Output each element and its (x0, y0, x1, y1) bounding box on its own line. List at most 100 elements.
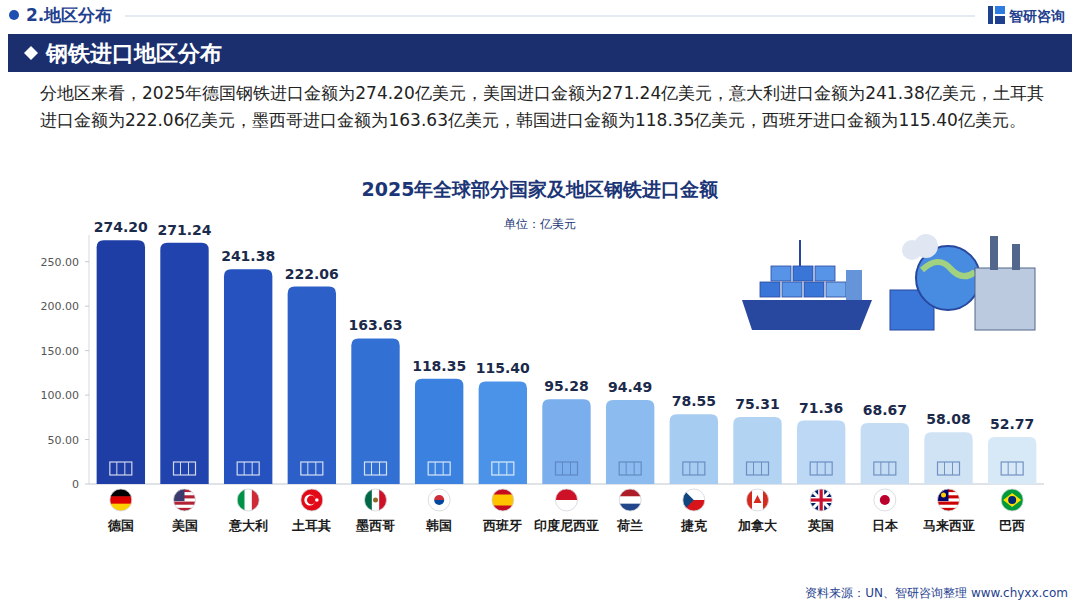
bar-icon (683, 462, 705, 475)
bar-icon-line (379, 462, 380, 475)
bar-icon-line (761, 462, 762, 475)
bar (415, 379, 463, 484)
flag-ring (556, 489, 578, 511)
bar-icon (747, 462, 769, 475)
flag (365, 489, 388, 511)
bar-icon-box (174, 462, 196, 475)
bar-icon-box (619, 462, 641, 475)
flag-part (110, 489, 132, 497)
bar-icon-line (817, 462, 818, 475)
flag-part (492, 500, 514, 506)
flag-ring (747, 489, 769, 511)
flag-part (307, 496, 316, 505)
flag-part (763, 489, 769, 511)
flag (810, 489, 832, 511)
banner-title: 钢铁进口地区分布 (45, 41, 222, 66)
y-tick-label: 150.00 (41, 345, 80, 358)
bars (97, 240, 1037, 484)
flag-ring (810, 489, 832, 511)
bar-icon-line (1016, 462, 1017, 475)
flag-ring (174, 489, 196, 511)
y-tick-label: 100.00 (41, 389, 80, 402)
container (815, 266, 835, 281)
data-label: 271.24 (157, 222, 211, 238)
bar-icon (301, 462, 323, 475)
logo-part (995, 6, 1005, 14)
flag-part (810, 489, 832, 511)
bar-icon-box (556, 462, 578, 475)
bar-icon-line (634, 462, 635, 475)
container (826, 282, 846, 297)
flag-part (365, 489, 373, 511)
bar-icon-box (874, 462, 896, 475)
data-label: 222.06 (285, 266, 339, 282)
bar (606, 400, 654, 484)
flag-part (301, 489, 323, 511)
bar-icon (174, 462, 196, 475)
logo-text: 智研咨询 (1008, 8, 1065, 24)
data-label: 52.77 (990, 416, 1034, 432)
data-label: 78.55 (672, 393, 716, 409)
bar-icon-line (825, 462, 826, 475)
bar-icon-box (237, 462, 259, 475)
flag (683, 489, 705, 512)
bar-icon-line (124, 462, 125, 475)
bar (924, 432, 972, 484)
y-tick (85, 306, 89, 307)
ship-cabin (846, 270, 862, 300)
bar-icon-line (498, 462, 499, 475)
bar (351, 338, 399, 484)
flag-part (373, 498, 378, 503)
x-tick-label: 西班牙 (482, 518, 522, 533)
y-tick (85, 350, 89, 351)
flag (1001, 489, 1023, 511)
y-tick-label: 50.00 (48, 434, 80, 447)
flag-part (174, 502, 196, 506)
bar-icon (237, 462, 259, 475)
x-tick-label: 韩国 (425, 518, 452, 533)
container (760, 282, 780, 297)
bar (479, 381, 527, 484)
flag-ring (428, 489, 450, 511)
bar-icon-line (1008, 462, 1009, 475)
y-axis-line (89, 235, 90, 484)
logo-part (988, 6, 993, 24)
flag-ring (683, 489, 705, 511)
bar (988, 437, 1036, 484)
flag (110, 489, 132, 512)
y-tick (85, 484, 89, 485)
flag-ring (237, 489, 259, 511)
header-rule (125, 16, 975, 17)
flag-part (110, 496, 132, 504)
bar-icon-line (435, 462, 436, 475)
bar-icon-line (753, 462, 754, 475)
container (804, 282, 824, 297)
source-note: 资料来源：UN、智研咨询整理 www.chyxx.com (805, 586, 1068, 600)
y-tick-label: 250.00 (41, 256, 80, 269)
x-tick-label: 印度尼西亚 (534, 518, 599, 533)
bar-icon-line (506, 462, 507, 475)
bar-icon-line (315, 462, 316, 475)
y-tick-label: 0 (72, 478, 79, 491)
flag-ring (874, 489, 896, 511)
container (782, 282, 802, 297)
flag-part (619, 496, 641, 504)
flag-part (428, 489, 450, 511)
flag-part (810, 498, 832, 501)
flag (237, 489, 259, 511)
container (771, 266, 791, 281)
data-label: 68.67 (863, 402, 907, 418)
flag-part (434, 495, 444, 500)
flag-ring (110, 489, 132, 511)
flag-part (938, 502, 960, 506)
bar-icon-line (880, 462, 881, 475)
bar-icon (110, 462, 132, 475)
flag-part (556, 500, 578, 512)
flag-ring (365, 489, 387, 511)
factory (975, 268, 1035, 330)
flag (301, 489, 323, 511)
flag (747, 489, 770, 511)
flag-part (492, 495, 514, 501)
bar-icon (874, 462, 896, 475)
cloud (914, 234, 938, 258)
